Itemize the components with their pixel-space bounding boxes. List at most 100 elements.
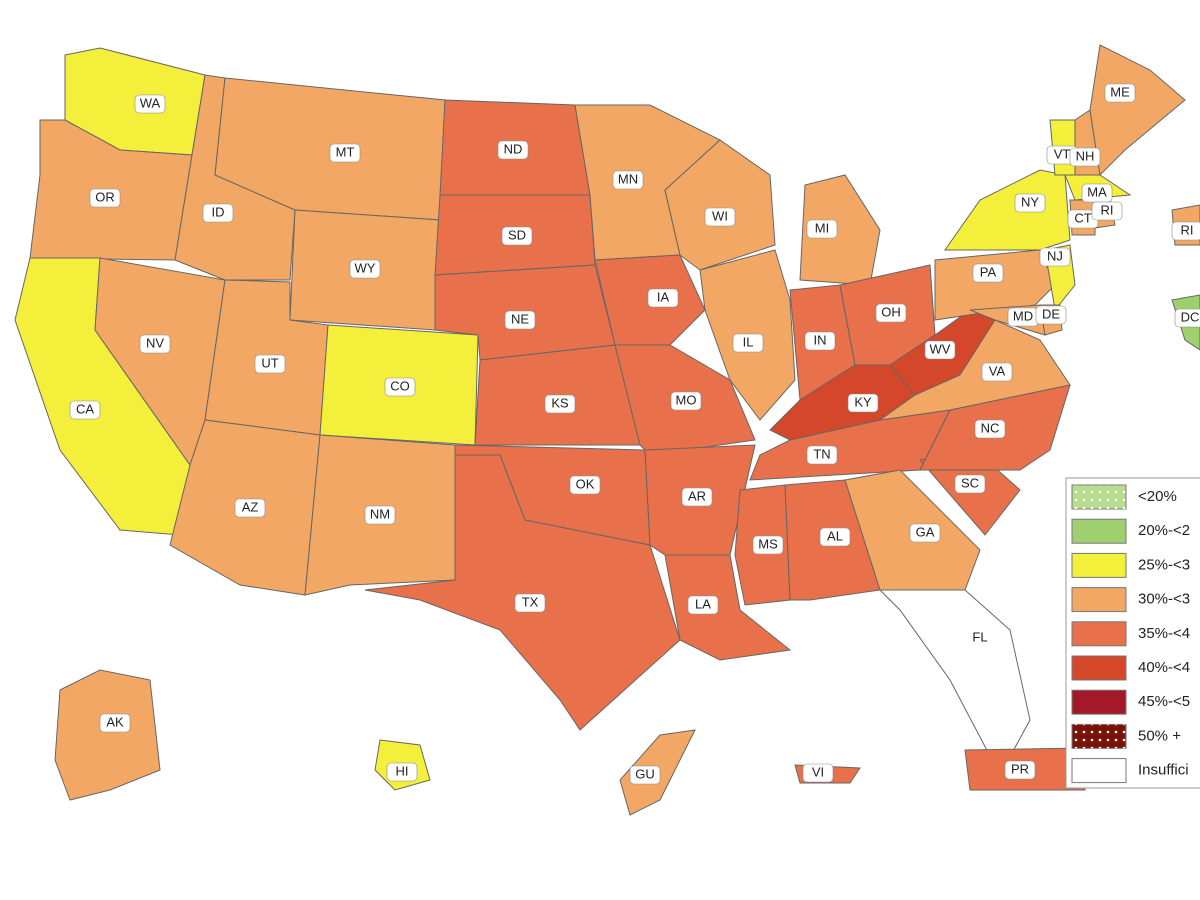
state-label-box	[802, 763, 834, 783]
legend-swatch-pattern	[1072, 485, 1126, 509]
state-label: MS	[758, 536, 778, 551]
legend-label: Insuffici	[1138, 762, 1189, 779]
state-label: VT	[1054, 146, 1071, 161]
state-label: SC	[961, 475, 979, 490]
state-label-box	[1039, 247, 1071, 267]
state-label: AZ	[242, 499, 259, 514]
state-label-box	[687, 595, 719, 615]
state-shape	[934, 249, 1056, 321]
state-label: PR	[1011, 761, 1029, 776]
state-label-box	[804, 331, 836, 351]
state-label-box	[234, 498, 266, 518]
state-label: ID	[212, 204, 225, 219]
state-label: UT	[261, 355, 278, 370]
state-label-box	[732, 333, 764, 353]
state-label: FL	[972, 629, 987, 644]
state-label: GU	[635, 766, 655, 781]
state-label: TX	[522, 594, 539, 609]
state-label: SD	[508, 227, 526, 242]
state-label: OH	[881, 304, 901, 319]
state-label-box	[386, 762, 418, 782]
state-label-box	[981, 362, 1013, 382]
state-label: OR	[95, 189, 115, 204]
state-label-box	[69, 400, 101, 420]
state-label-box	[139, 334, 171, 354]
legend-label: 25%-<3	[1138, 556, 1190, 573]
state-label: NE	[511, 311, 529, 326]
state-label: OK	[576, 476, 595, 491]
state-label: AL	[827, 528, 843, 543]
state-label: KY	[854, 394, 872, 409]
state-label-box	[954, 474, 986, 494]
state-label-box	[972, 263, 1004, 283]
state-shape	[54, 669, 161, 801]
state-shape	[664, 139, 776, 271]
state-shape	[879, 319, 1071, 421]
legend-label: 50% +	[1138, 727, 1181, 744]
state-label: WY	[355, 260, 376, 275]
state-label-box	[847, 393, 879, 413]
state-label-box	[1104, 83, 1136, 103]
state-label-box	[349, 259, 381, 279]
states	[14, 44, 1200, 816]
state-label-box	[1091, 201, 1123, 221]
state-label: LA	[695, 596, 711, 611]
state-label: MI	[815, 220, 829, 235]
state-label: RI	[1181, 222, 1194, 237]
state-label-box	[1171, 221, 1200, 241]
state-label: IA	[657, 289, 670, 304]
state-label: DC	[1181, 309, 1200, 324]
state-label: MT	[336, 144, 355, 159]
labels: WA OR CA NV ID MT WY UT CO AZ NM ND SD NE KS OK TX MN IA MO…	[69, 83, 1200, 785]
state-label-box	[909, 523, 941, 543]
state-label: WV	[930, 341, 951, 356]
state-label: GA	[916, 524, 935, 539]
state-label-box	[384, 377, 416, 397]
legend-swatch	[1071, 655, 1127, 681]
state-label: NH	[1076, 148, 1095, 163]
state-label-box	[704, 207, 736, 227]
legend-swatch	[1071, 552, 1127, 578]
legend-swatch	[1071, 689, 1127, 715]
state-label-box	[569, 475, 601, 495]
state-label-box	[99, 713, 131, 733]
state-label: NV	[146, 335, 164, 350]
state-label: NY	[1021, 194, 1039, 209]
state-shape	[878, 589, 1031, 777]
state-label: NJ	[1047, 248, 1063, 263]
legend-swatch	[1071, 587, 1127, 613]
legend-label: 45%-<5	[1138, 693, 1190, 710]
state-label: WA	[140, 95, 161, 110]
state-label-box	[974, 419, 1006, 439]
legend: <20% 20%-<2 25%-<3 30%-<3 35%-<4 40%-<4 45%-<5…	[1071, 484, 1190, 784]
legend-label: 20%-<2	[1138, 522, 1190, 539]
state-label: NC	[981, 420, 1000, 435]
state-label-box	[752, 535, 784, 555]
state-label: IL	[743, 334, 754, 349]
state-label-box	[819, 527, 851, 547]
state-label-box	[544, 394, 576, 414]
state-label-box	[202, 203, 234, 223]
state-label: RI	[1101, 202, 1114, 217]
state-label-box	[629, 765, 661, 785]
state-label: CO	[390, 378, 410, 393]
state-label: VI	[812, 764, 824, 779]
state-label-box	[612, 170, 644, 190]
state-label: TN	[813, 446, 830, 461]
state-shape	[664, 554, 792, 661]
state-label: WI	[712, 208, 728, 223]
state-label: MA	[1087, 184, 1107, 199]
state-label-box	[1004, 760, 1036, 780]
state-label-box	[254, 354, 286, 374]
state-label-box	[329, 143, 361, 163]
state-label-box	[1174, 308, 1200, 328]
state-shape	[364, 454, 681, 731]
state-label: DE	[1042, 306, 1060, 321]
state-label-box	[364, 505, 396, 525]
state-label: ME	[1110, 84, 1130, 99]
state-label: HI	[396, 763, 409, 778]
legend-swatch	[1071, 621, 1127, 647]
legend-label: 35%-<4	[1138, 625, 1190, 642]
